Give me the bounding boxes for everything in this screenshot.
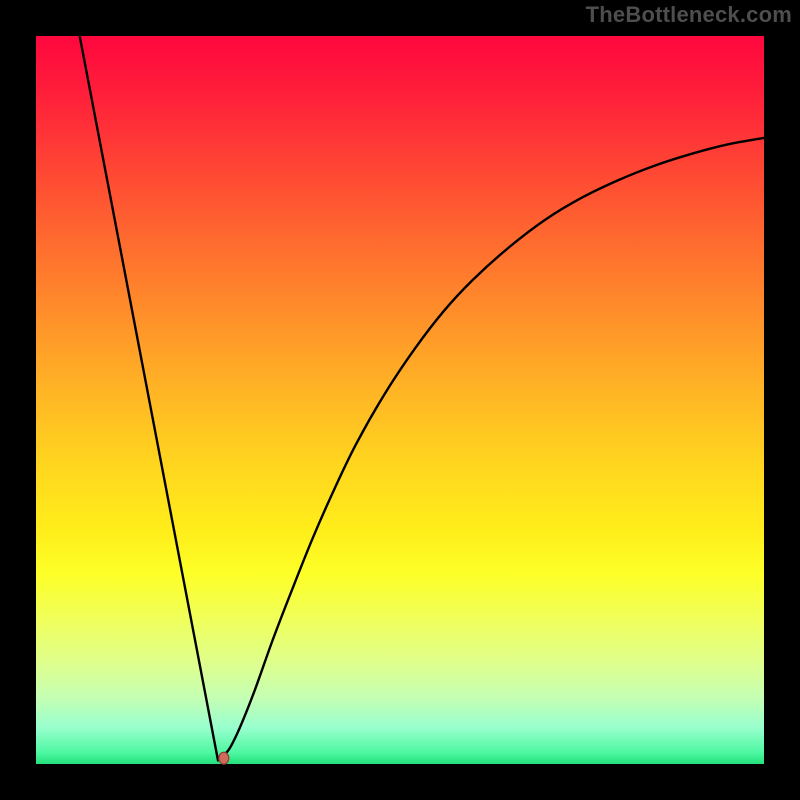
watermark-text: TheBottleneck.com <box>586 2 792 28</box>
chart-svg <box>0 0 800 800</box>
optimal-point-marker <box>219 752 229 764</box>
plot-gradient-background <box>36 36 764 764</box>
chart-container: TheBottleneck.com <box>0 0 800 800</box>
